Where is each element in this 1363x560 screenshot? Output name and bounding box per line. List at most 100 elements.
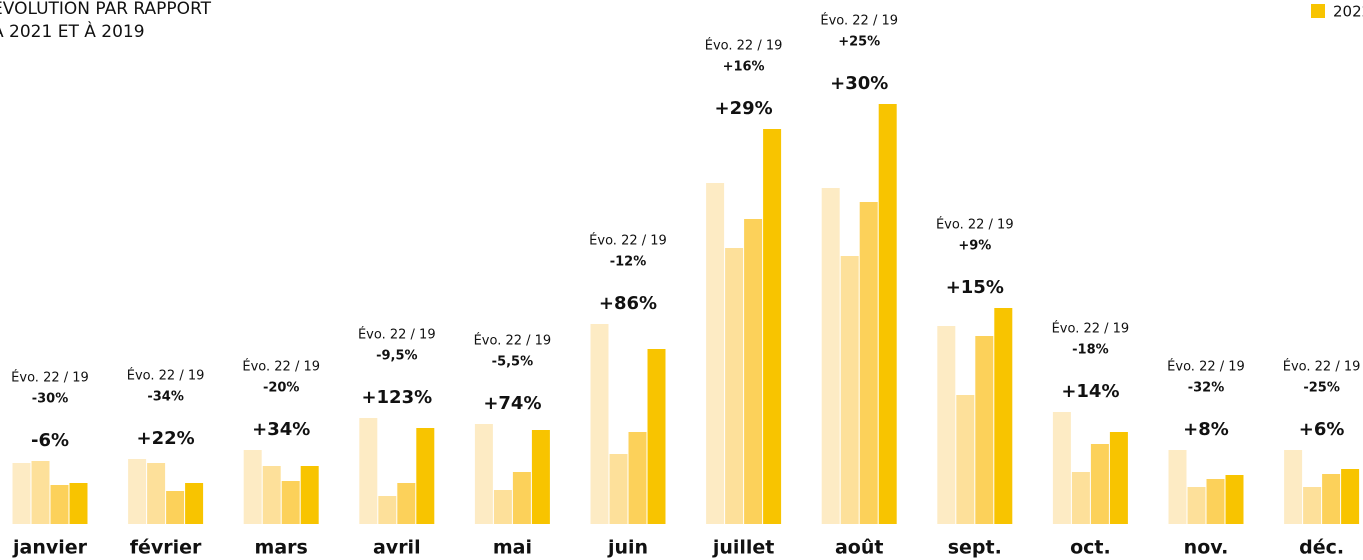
- x-tick-label: janvier: [12, 537, 88, 559]
- evo-label: Évo. 22 / 19: [589, 233, 667, 249]
- bar: [300, 466, 319, 524]
- bar: [166, 491, 185, 524]
- evo-value: -12%: [610, 255, 647, 270]
- bar: [31, 461, 50, 524]
- bar: [512, 472, 531, 524]
- bar: [590, 324, 609, 524]
- bar: [531, 430, 550, 524]
- evo-label: Évo. 22 / 19: [127, 368, 205, 384]
- change-label: +86%: [599, 293, 657, 314]
- change-label: +15%: [946, 277, 1004, 298]
- bar: [1090, 444, 1109, 524]
- bar: [1052, 412, 1071, 524]
- bar: [416, 428, 435, 524]
- bar: [1303, 487, 1322, 524]
- bar: [725, 248, 744, 524]
- bar: [937, 326, 956, 524]
- bar: [359, 418, 378, 524]
- bar: [474, 424, 493, 524]
- change-label: +123%: [361, 387, 432, 408]
- legend-swatch: [1311, 4, 1325, 18]
- change-label: +34%: [252, 419, 310, 440]
- bar: [878, 104, 897, 524]
- change-label: -6%: [31, 430, 69, 451]
- bar: [763, 129, 782, 524]
- x-tick-label: juin: [607, 537, 648, 559]
- evo-label: Évo. 22 / 19: [474, 333, 552, 349]
- evo-label: Évo. 22 / 19: [1283, 359, 1361, 375]
- evo-value: -32%: [1188, 381, 1225, 396]
- change-label: +14%: [1061, 381, 1119, 402]
- bar: [185, 483, 204, 524]
- evo-value: -30%: [32, 392, 69, 407]
- bar: [262, 466, 281, 524]
- bar: [243, 450, 262, 524]
- evo-label: Évo. 22 / 19: [820, 13, 898, 29]
- x-tick-label: mars: [255, 537, 308, 559]
- chart-title: À 2021 ET À 2019: [0, 20, 145, 42]
- bar: [821, 188, 840, 524]
- x-tick-label: août: [835, 537, 883, 559]
- evo-value: +25%: [838, 35, 880, 50]
- bar: [397, 483, 416, 524]
- change-label: +8%: [1183, 419, 1229, 440]
- x-tick-label: mai: [493, 537, 532, 559]
- bar: [1168, 450, 1187, 524]
- x-tick-label: oct.: [1070, 537, 1111, 559]
- bar: [994, 308, 1013, 524]
- evo-value: +16%: [723, 60, 765, 75]
- bar: [378, 496, 397, 524]
- evo-label: Évo. 22 / 19: [705, 38, 783, 54]
- bar: [975, 336, 994, 524]
- bar: [1322, 474, 1341, 524]
- chart-title: ÉVOLUTION PAR RAPPORT: [0, 0, 212, 19]
- x-tick-label: avril: [373, 537, 421, 559]
- change-label: +6%: [1299, 419, 1345, 440]
- bar: [956, 395, 975, 524]
- evo-value: -5,5%: [492, 355, 533, 370]
- change-label: +29%: [715, 98, 773, 119]
- x-tick-label: février: [130, 537, 202, 559]
- evo-label: Évo. 22 / 19: [936, 217, 1014, 233]
- change-label: +74%: [483, 393, 541, 414]
- x-tick-label: nov.: [1184, 537, 1229, 559]
- bar: [50, 485, 69, 524]
- evo-value: -20%: [263, 381, 300, 396]
- bar: [128, 459, 147, 524]
- bar: [281, 481, 300, 524]
- bar: [147, 463, 166, 524]
- bar: [706, 183, 725, 524]
- evo-value: -34%: [147, 390, 184, 405]
- legend-label: 2022: [1333, 3, 1363, 21]
- bar: [1225, 475, 1244, 524]
- bar: [1284, 450, 1303, 524]
- bar: [628, 432, 647, 524]
- bar: [1187, 487, 1206, 524]
- evo-label: Évo. 22 / 19: [358, 327, 436, 343]
- bar: [859, 202, 878, 524]
- bar: [1206, 479, 1225, 524]
- bar: [609, 454, 628, 524]
- evo-label: Évo. 22 / 19: [11, 370, 89, 386]
- bar: [1109, 432, 1128, 524]
- evo-label: Évo. 22 / 19: [242, 359, 320, 375]
- evo-value: +9%: [958, 239, 991, 254]
- bar: [1341, 469, 1360, 524]
- change-label: +30%: [830, 73, 888, 94]
- bar: [647, 349, 666, 524]
- change-label: +22%: [137, 428, 195, 449]
- evo-value: -25%: [1303, 381, 1340, 396]
- bar: [1071, 472, 1090, 524]
- bar: [69, 483, 88, 524]
- bar: [12, 463, 31, 524]
- bar: [840, 256, 859, 524]
- evo-value: -18%: [1072, 343, 1109, 358]
- x-tick-label: juillet: [712, 537, 775, 559]
- x-tick-label: déc.: [1299, 537, 1344, 559]
- bar: [493, 490, 512, 524]
- evo-value: -9,5%: [376, 349, 417, 364]
- evo-label: Évo. 22 / 19: [1167, 359, 1245, 375]
- x-tick-label: sept.: [948, 537, 1002, 559]
- bar: [744, 219, 763, 524]
